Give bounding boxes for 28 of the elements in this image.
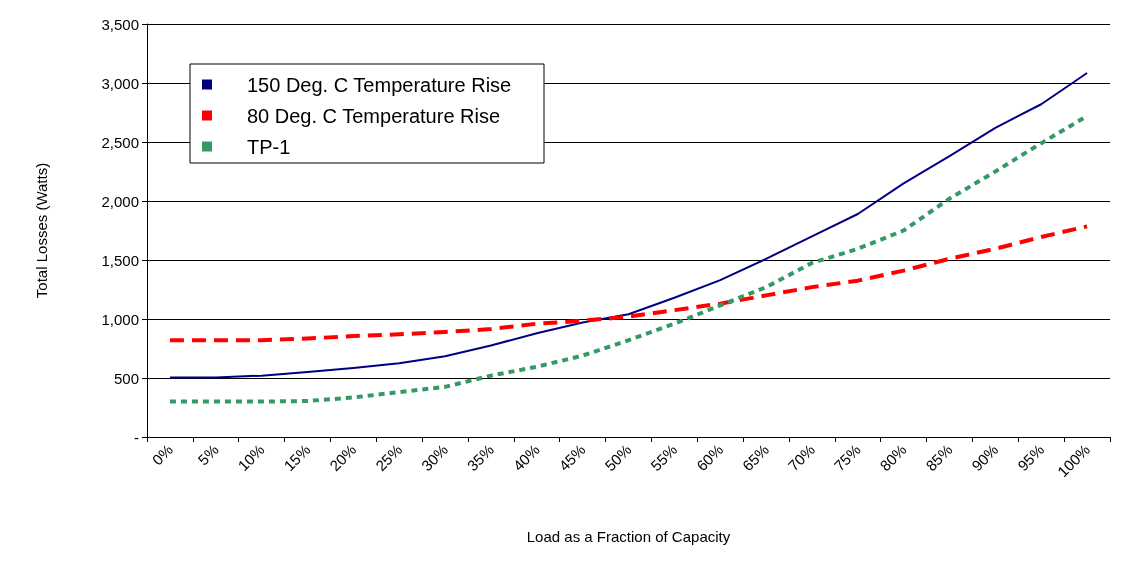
y-tick-label: 500 [113,369,139,387]
y-tick-label: - [134,428,139,446]
x-tick-label: 85% [922,440,956,475]
x-tick-label: 40% [509,440,543,475]
x-tick-label: 15% [280,440,314,475]
x-tick-label: 65% [738,440,773,475]
y-tick-label: 1,500 [101,251,139,269]
legend-label: TP-1 [247,135,291,158]
x-tick-label: 60% [692,440,727,475]
y-tick-label: 3,000 [101,74,139,92]
line-series [168,71,1089,379]
y-tick-label: 1,000 [101,310,139,328]
x-tick-label: 75% [830,440,864,475]
x-tick-label: 0% [148,440,176,469]
x-tick-label: 5% [194,440,222,469]
x-tick-label: 45% [555,440,589,475]
y-tick-label: 2,000 [101,192,139,210]
y-axis-title: Total Losses (Watts) [33,162,50,299]
x-tick-label: 70% [784,440,818,475]
legend-label: 150 Deg. C Temperature Rise [247,73,512,96]
y-tick-label: 3,500 [101,15,139,33]
x-tick-label: 50% [601,440,635,475]
legend-label: 80 Deg. C Temperature Rise [247,104,501,127]
x-tick-label: 80% [876,440,910,475]
x-tick-label: 10% [234,440,268,475]
x-axis-title: Load as a Fraction of Capacity [526,528,731,545]
y-tick-label: 2,500 [101,133,139,151]
line-series [167,224,1090,343]
